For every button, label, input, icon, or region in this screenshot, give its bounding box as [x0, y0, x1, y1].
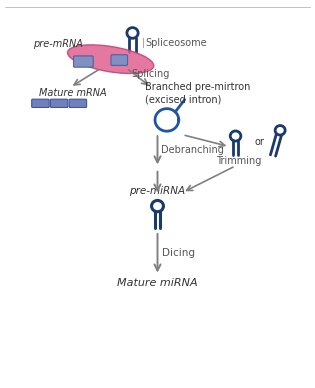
Text: Spliceosome: Spliceosome — [145, 38, 207, 48]
Text: Mature miRNA: Mature miRNA — [117, 278, 198, 288]
Text: Debranching: Debranching — [161, 145, 224, 154]
FancyBboxPatch shape — [73, 56, 93, 67]
Text: pre-miRNA: pre-miRNA — [129, 186, 186, 196]
Text: Trimming: Trimming — [216, 156, 261, 166]
FancyBboxPatch shape — [32, 99, 49, 107]
Text: Dicing: Dicing — [162, 248, 195, 258]
Text: Branched pre-mirtron
(excised intron): Branched pre-mirtron (excised intron) — [145, 82, 250, 104]
Text: pre-mRNA: pre-mRNA — [33, 39, 83, 49]
Ellipse shape — [67, 45, 154, 73]
Text: or: or — [254, 137, 264, 147]
FancyBboxPatch shape — [50, 99, 68, 107]
Text: Mature mRNA: Mature mRNA — [39, 88, 106, 98]
Text: Splicing: Splicing — [131, 69, 169, 79]
FancyBboxPatch shape — [111, 55, 128, 66]
FancyBboxPatch shape — [69, 99, 87, 107]
